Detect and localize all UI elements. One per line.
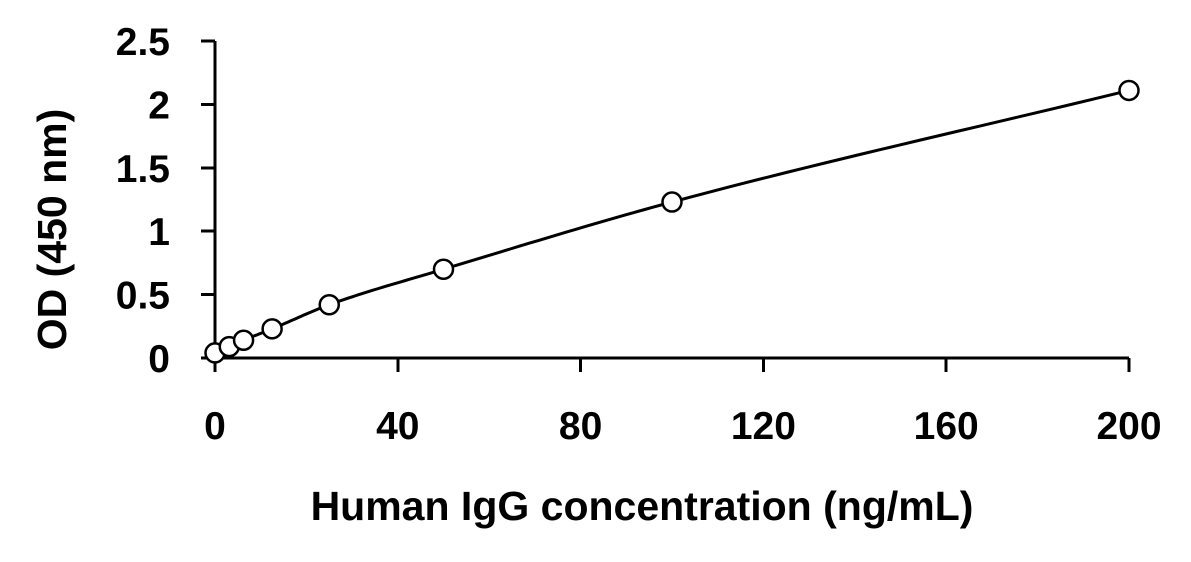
x-tick-label: 0 <box>204 405 226 448</box>
data-point <box>432 258 455 280</box>
data-point <box>232 329 255 351</box>
y-tick-label: 1.5 <box>116 148 170 191</box>
y-ticks: 0 0.5 1 1.5 2 2.5 <box>116 21 215 381</box>
x-ticks: 0 40 80 120 160 200 <box>204 358 1162 448</box>
fit-curve <box>214 88 1130 355</box>
x-tick-label: 120 <box>731 405 796 448</box>
x-axis-title: Human IgG concentration (ng/mL) <box>311 483 974 529</box>
data-point <box>661 191 683 213</box>
y-tick-label: 0 <box>148 338 170 381</box>
data-point <box>1118 79 1140 102</box>
data-point <box>261 318 283 340</box>
x-tick-label: 160 <box>914 405 979 448</box>
y-tick-label: 2.5 <box>116 21 170 64</box>
x-tick-label: 80 <box>559 405 602 448</box>
y-tick-label: 2 <box>148 84 170 127</box>
y-tick-label: 1 <box>148 211 170 254</box>
axes <box>213 41 1129 360</box>
data-points <box>204 79 1140 364</box>
x-tick-label: 40 <box>376 405 419 448</box>
y-tick-label: 0.5 <box>116 275 170 318</box>
x-tick-label: 200 <box>1096 405 1161 448</box>
data-point <box>318 293 340 316</box>
y-axis-title: OD (450 nm) <box>29 109 75 351</box>
